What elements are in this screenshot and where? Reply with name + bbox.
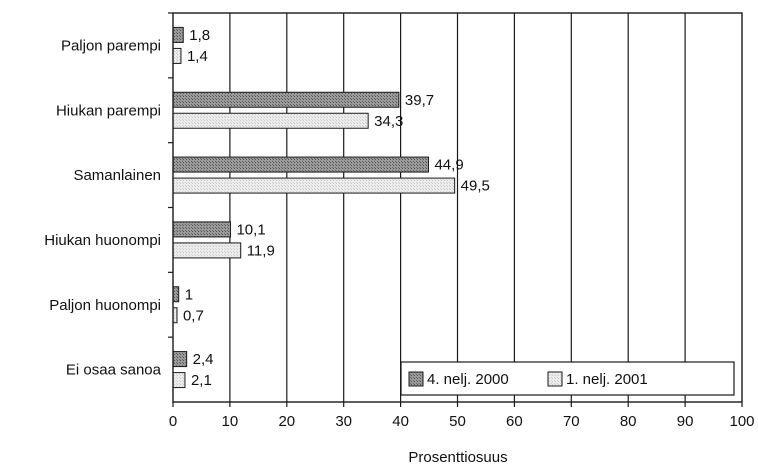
bar [172, 112, 369, 129]
x-tick-label: 30 [335, 413, 352, 430]
x-tick-label: 20 [278, 413, 295, 430]
x-tick-label: 60 [506, 413, 523, 430]
data-label: 2,1 [191, 372, 212, 389]
plot-frame [172, 12, 743, 403]
bar [172, 156, 429, 173]
x-tick-label: 50 [449, 413, 466, 430]
legend-swatch [408, 371, 424, 387]
category-label: Paljon huonompi [49, 297, 161, 314]
x-tick-label: 70 [563, 413, 580, 430]
x-tick-label: 0 [169, 413, 177, 430]
bar [172, 286, 180, 303]
legend-label: 1. nelj. 2001 [566, 371, 648, 388]
bar [172, 221, 231, 238]
data-label: 39,7 [405, 92, 434, 109]
bar [172, 242, 242, 259]
category-label: Hiukan parempi [56, 102, 161, 119]
legend [400, 361, 735, 396]
data-label: 11,9 [247, 242, 275, 259]
bar [172, 351, 188, 368]
legend-label: 4. nelj. 2000 [427, 371, 509, 388]
bar [172, 177, 456, 194]
bar [172, 26, 184, 43]
data-label: 10,1 [236, 221, 265, 238]
bar [172, 91, 400, 108]
x-tick-label: 40 [392, 413, 409, 430]
x-tick-label: 100 [729, 413, 754, 430]
data-label: 2,4 [193, 351, 214, 368]
data-label: 1,4 [187, 48, 208, 65]
data-label: 44,9 [434, 157, 463, 174]
x-tick-label: 10 [222, 413, 239, 430]
data-label: 34,3 [374, 113, 403, 130]
category-label: Paljon parempi [61, 37, 161, 54]
category-label: Hiukan huonompi [44, 232, 161, 249]
data-label: 1 [185, 286, 193, 303]
category-label: Samanlainen [73, 167, 161, 184]
data-label: 1,8 [189, 27, 210, 44]
bar [172, 47, 182, 64]
x-axis-title: Prosenttiosuus [408, 449, 507, 466]
data-label: 49,5 [461, 178, 490, 195]
data-label: 0,7 [183, 307, 204, 324]
legend-swatch [547, 371, 563, 387]
bar [172, 372, 186, 389]
plot-area: 0 10 20 30 40 50 60 70 80 90 100 Paljon parempi 1,8 1… [44, 12, 755, 430]
x-tick-label: 80 [620, 413, 637, 430]
x-tick-label: 90 [677, 413, 694, 430]
category-label: Ei osaa sanoa [66, 362, 162, 379]
